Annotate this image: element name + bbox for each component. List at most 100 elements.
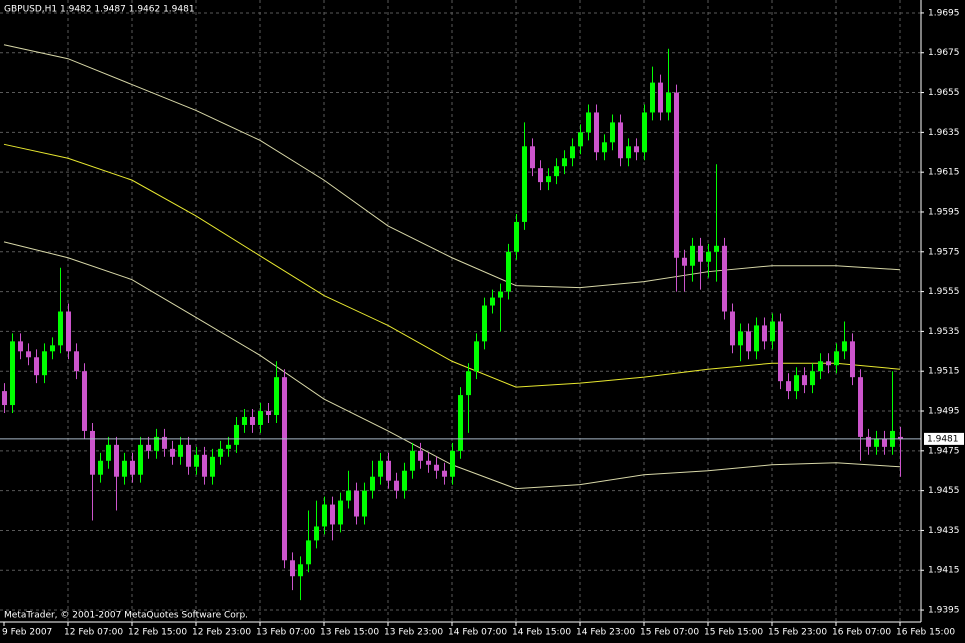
y-tick-label: 1.9615 [928, 168, 960, 178]
y-tick-label: 1.9675 [928, 48, 960, 58]
candle-body [362, 490, 367, 517]
x-tick-label: 15 Feb 07:00 [640, 628, 699, 638]
x-tick-label: 13 Feb 07:00 [256, 628, 315, 638]
y-tick-label: 1.9455 [928, 486, 960, 496]
candle-body [570, 146, 575, 159]
candle-body [858, 377, 863, 437]
candle-body [738, 331, 743, 346]
candle-body [554, 166, 559, 177]
candle-body [658, 82, 663, 113]
x-tick-label: 14 Feb 23:00 [576, 628, 635, 638]
candle-body [194, 454, 199, 467]
candle-body [314, 526, 319, 541]
x-tick-label: 9 Feb 2007 [2, 628, 52, 638]
y-tick-label: 1.9495 [928, 407, 960, 417]
candle-body [378, 460, 383, 477]
candle-body [650, 82, 655, 113]
candle-body [234, 424, 239, 445]
candle-body [258, 411, 263, 425]
candle-body [594, 112, 599, 153]
candle-body [562, 158, 567, 167]
candle-body [546, 176, 551, 183]
candle-body [778, 321, 783, 382]
candle-body [826, 361, 831, 366]
x-tick-label: 12 Feb 07:00 [64, 628, 123, 638]
candle-body [42, 351, 47, 376]
candle-body [282, 377, 287, 561]
candle-body [786, 381, 791, 392]
candle-body [82, 371, 87, 431]
candle-body [898, 436, 903, 439]
candle-body [466, 371, 471, 396]
candle-body [730, 311, 735, 346]
candle-body [866, 436, 871, 447]
candle-body [10, 341, 15, 406]
candle-body [274, 377, 279, 415]
candle-body [370, 476, 375, 491]
candle-body [154, 436, 159, 451]
candle-body [610, 122, 615, 143]
candle-body [114, 444, 119, 477]
candle-body [266, 411, 271, 415]
candle-body [242, 416, 247, 425]
candle-body [714, 245, 719, 252]
candle-body [418, 450, 423, 461]
candle-body [722, 245, 727, 312]
candle-body [498, 291, 503, 298]
candle-body [762, 325, 767, 342]
y-tick-label: 1.9435 [928, 526, 960, 536]
candle-body [682, 257, 687, 266]
candle-body [882, 438, 887, 447]
candle-body [426, 460, 431, 465]
y-tick-label: 1.9635 [928, 128, 960, 138]
candle-body [530, 146, 535, 169]
candle-body [410, 450, 415, 471]
candle-body [322, 504, 327, 527]
candle-body [202, 454, 207, 477]
candle-body [338, 500, 343, 525]
x-tick-label: 16 Feb 15:00 [896, 628, 955, 638]
candle-body [90, 430, 95, 475]
band-line [3, 143, 901, 388]
candle-body [602, 142, 607, 153]
candle-body [138, 444, 143, 475]
candle-body [170, 448, 175, 457]
x-tick-label: 13 Feb 15:00 [320, 628, 379, 638]
candle-body [306, 540, 311, 565]
candle-body [698, 245, 703, 262]
candle-body [2, 391, 7, 406]
x-tick-label: 14 Feb 15:00 [512, 628, 571, 638]
candle-body [474, 341, 479, 372]
candle-body [538, 168, 543, 183]
candle-body [50, 345, 55, 352]
candle-body [162, 436, 167, 449]
candle-body [58, 311, 63, 346]
footer: MetaTrader, © 2001-2007 MetaQuotes Softw… [4, 611, 248, 621]
candle-body [810, 371, 815, 386]
candle-body [666, 92, 671, 113]
candle-body [178, 444, 183, 457]
candle-body [18, 341, 23, 352]
candle-body [66, 311, 71, 352]
candle-body [706, 251, 711, 262]
x-tick-label: 16 Feb 07:00 [832, 628, 891, 638]
candle-body [106, 444, 111, 461]
candle-body [634, 146, 639, 153]
y-tick-label: 1.9575 [928, 247, 960, 257]
candle-body [626, 146, 631, 159]
y-tick-label: 1.9555 [928, 287, 960, 297]
chart-title: GBPUSD,H1 1.9482 1.9487 1.9462 1.9481 [4, 5, 195, 15]
candle-body [250, 416, 255, 425]
candle-body [298, 564, 303, 577]
candle-body [482, 305, 487, 342]
candle-body [26, 351, 31, 358]
candle-body [98, 460, 103, 475]
candle-body [210, 456, 215, 477]
y-tick-label: 1.9415 [928, 566, 960, 576]
x-tick-label: 12 Feb 15:00 [128, 628, 187, 638]
candle-body [346, 490, 351, 501]
candle-body [514, 221, 519, 252]
candle-body [874, 438, 879, 447]
y-tick-label: 1.9595 [928, 207, 960, 217]
